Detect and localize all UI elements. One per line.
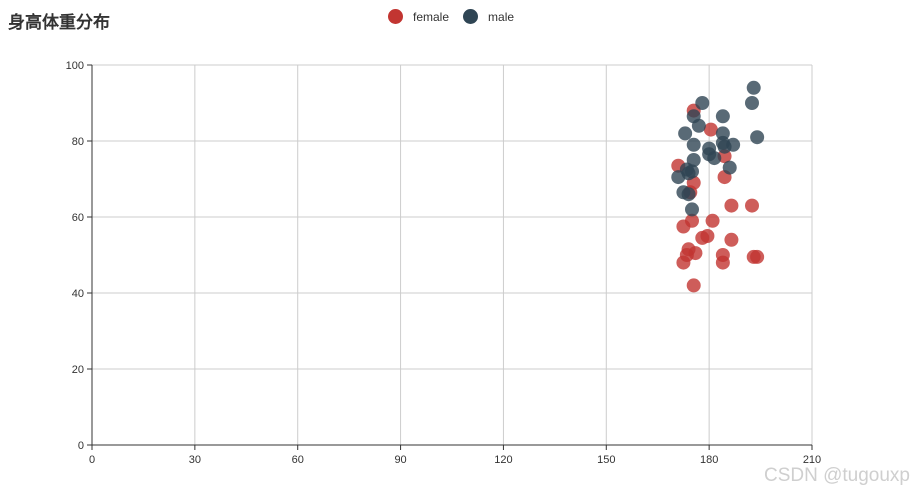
y-tick-label: 60	[72, 212, 84, 224]
scatter-point-female[interactable]	[705, 213, 720, 228]
scatter-point-female[interactable]	[750, 249, 765, 264]
scatter-point-female[interactable]	[715, 255, 730, 270]
y-tick-label: 0	[78, 440, 84, 452]
x-tick-label: 150	[597, 454, 615, 466]
legend: female male	[388, 9, 514, 24]
scatter-point-male[interactable]	[717, 139, 732, 154]
scatter-point-male[interactable]	[678, 126, 693, 141]
scatter-point-male[interactable]	[681, 187, 696, 202]
y-tick-label: 20	[72, 364, 84, 376]
x-tick-label: 30	[189, 454, 201, 466]
scatter-point-male[interactable]	[715, 109, 730, 124]
scatter-point-female[interactable]	[724, 198, 739, 213]
scatter-point-female[interactable]	[724, 232, 739, 247]
scatter-point-female[interactable]	[703, 122, 718, 137]
x-tick-label: 60	[292, 454, 304, 466]
watermark: CSDN @tugouxp	[763, 465, 910, 486]
scatter-point-male[interactable]	[671, 170, 686, 185]
scatter-point-female[interactable]	[676, 219, 691, 234]
scatter-point-male[interactable]	[746, 80, 761, 95]
x-tick-label: 90	[394, 454, 406, 466]
tick-labels: 0 30 60 90 120 150 180 210 0 20 40 60 80 100	[66, 60, 822, 466]
legend-swatch-female	[388, 9, 403, 24]
y-tick-label: 40	[72, 288, 84, 300]
x-tick-label: 210	[803, 454, 821, 466]
scatter-point-male[interactable]	[722, 160, 737, 175]
x-tick-label: 120	[494, 454, 512, 466]
scatter-point-male[interactable]	[691, 118, 706, 133]
y-tick-label: 80	[72, 136, 84, 148]
scatter-point-male[interactable]	[695, 96, 710, 110]
scatter-point-male[interactable]	[685, 202, 699, 217]
scatter-point-female[interactable]	[700, 229, 715, 243]
scatter-point-female[interactable]	[676, 255, 691, 270]
y-tick-label: 100	[66, 60, 84, 72]
scatter-point-male[interactable]	[750, 130, 765, 145]
scatter-point-female[interactable]	[686, 278, 701, 293]
scatter-point-male[interactable]	[707, 151, 722, 166]
scatter-point-female[interactable]	[745, 198, 759, 213]
data-points	[671, 80, 765, 293]
chart-title: 身高体重分布	[8, 13, 110, 33]
scatter-point-male[interactable]	[686, 137, 701, 152]
scatter-point-male[interactable]	[745, 96, 759, 110]
legend-label-male: male	[488, 9, 515, 24]
legend-label-female: female	[413, 9, 450, 24]
legend-item-female[interactable]: female	[388, 9, 449, 24]
axes	[87, 64, 813, 450]
legend-item-male[interactable]: male	[463, 9, 514, 24]
x-tick-label: 0	[89, 454, 95, 466]
legend-swatch-male	[463, 9, 479, 24]
x-tick-label: 180	[700, 454, 718, 466]
